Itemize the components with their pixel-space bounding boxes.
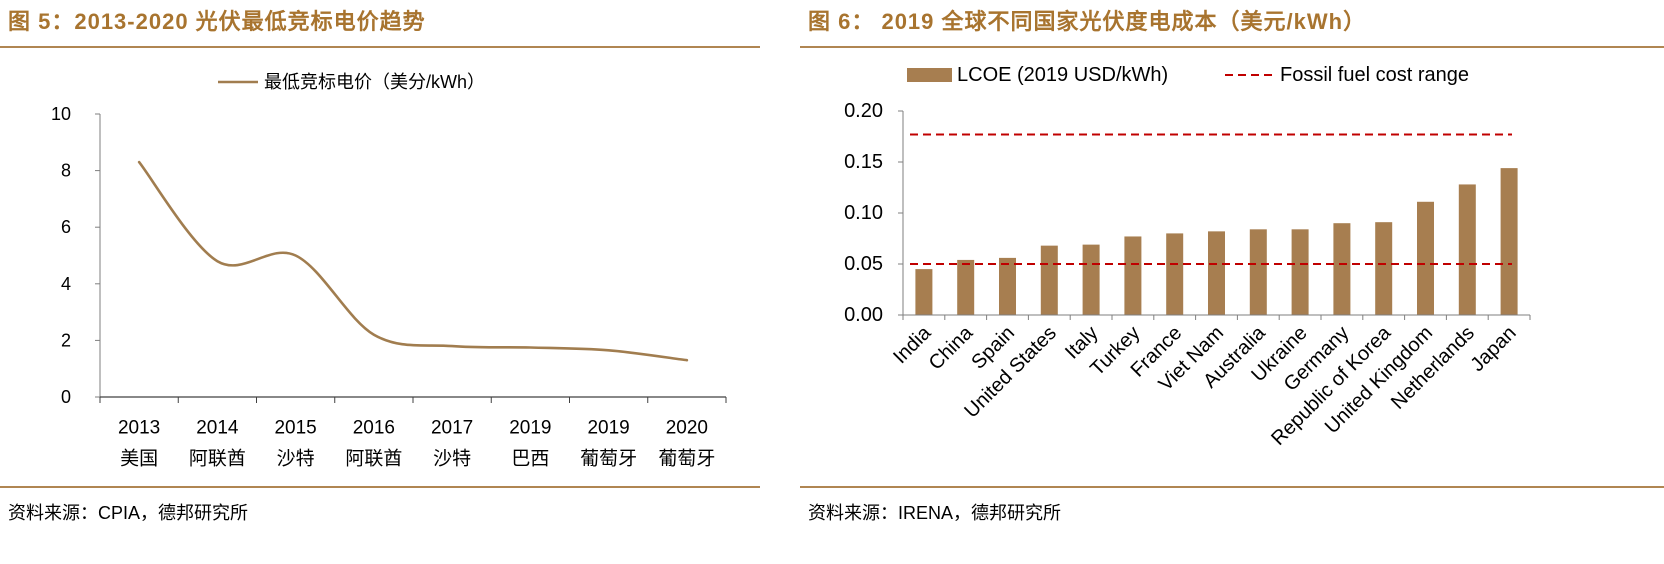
x-tick-label-year: 2016 (353, 418, 395, 439)
y-tick-label: 2 (61, 330, 71, 350)
bottom-rule (800, 486, 1664, 488)
x-tick-label-country: 葡萄牙 (580, 448, 637, 470)
y-tick-label: 0.00 (844, 304, 883, 326)
source-note: 资料来源：IRENA，德邦研究所 (808, 503, 1062, 523)
lowest-bid-price-line-chart: 0 2 4 6 8 10 2013 美国 2014 阿联酋 2015 沙特 2016 阿联酋 2017 沙特 2… (51, 72, 727, 470)
title-rule (0, 46, 760, 48)
y-tick-label: 0.10 (844, 202, 883, 224)
data-point (527, 344, 533, 350)
lcoe-bar-chart: 0.000.050.100.150.20IndiaChinaSpainUnite… (844, 64, 1531, 450)
data-point (449, 343, 455, 349)
bar (1082, 244, 1100, 315)
bottom-rule (0, 486, 760, 488)
y-tick-label: 10 (51, 104, 71, 124)
figure-5-panel: 图 5：2013-2020 光伏最低竞标电价趋势 0 2 4 6 8 10 2013 美国 20… (0, 0, 760, 564)
x-tick-label-country: 沙特 (433, 448, 471, 470)
bar (1333, 223, 1351, 315)
bar (1040, 245, 1058, 315)
legend-label-lcoe: LCOE (2019 USD/kWh) (957, 64, 1168, 86)
bar (957, 259, 975, 315)
x-tick-label-country: 葡萄牙 (658, 448, 715, 470)
y-tick-label: 8 (61, 161, 71, 181)
bar (1291, 229, 1309, 315)
legend-label: 最低竞标电价（美分/kWh） (264, 72, 485, 92)
bar (1124, 236, 1142, 315)
figure-title: 图 6： 2019 全球不同国家光伏度电成本（美元/kWh） (808, 9, 1367, 34)
x-tick-label-country: 阿联酋 (345, 448, 402, 470)
data-point (371, 332, 377, 338)
data-point (606, 347, 612, 353)
x-tick-label-year: 2014 (196, 418, 239, 439)
bar (999, 257, 1016, 315)
bar (1375, 222, 1393, 315)
x-tick-label-year: 2019 (587, 418, 629, 439)
x-tick-label-country: 美国 (120, 448, 158, 470)
y-tick-label: 0.15 (844, 151, 883, 173)
bar (915, 269, 933, 315)
y-tick-label: 0.20 (844, 100, 883, 122)
data-point (214, 258, 220, 264)
y-tick-label: 0 (61, 387, 71, 407)
bar (1166, 233, 1184, 315)
bar (1208, 231, 1225, 315)
x-tick-label-country: 巴西 (511, 449, 549, 470)
data-point (293, 253, 299, 259)
x-tick-label-country: 阿联酋 (189, 448, 246, 470)
data-point (136, 159, 142, 165)
y-tick-label: 4 (61, 274, 71, 294)
x-tick-label-year: 2015 (274, 418, 316, 439)
series-line (137, 160, 689, 362)
legend-label-fossil: Fossil fuel cost range (1280, 64, 1469, 86)
x-tick-label-year: 2019 (509, 418, 551, 439)
title-rule (800, 46, 1664, 48)
x-tick-label: China (925, 321, 978, 374)
bar (1417, 201, 1434, 315)
figure-title: 图 5：2013-2020 光伏最低竞标电价趋势 (8, 9, 426, 34)
x-tick-label-year: 2020 (666, 418, 708, 439)
legend-bar-swatch (907, 68, 952, 82)
data-point (684, 357, 690, 363)
x-tick-label-year: 2017 (431, 418, 473, 439)
y-tick-label: 6 (61, 217, 71, 237)
x-tick-label-year: 2013 (118, 418, 160, 439)
bar (1458, 184, 1476, 315)
x-tick-label: Japan (1467, 322, 1521, 376)
y-tick-label: 0.05 (844, 253, 883, 275)
x-tick-label-country: 沙特 (277, 448, 315, 470)
bar (1249, 229, 1267, 315)
figure-6-panel: 图 6： 2019 全球不同国家光伏度电成本（美元/kWh） 0.00 0.05 0… (800, 0, 1664, 564)
bar (1500, 168, 1518, 315)
source-note: 资料来源：CPIA，德邦研究所 (8, 503, 249, 523)
